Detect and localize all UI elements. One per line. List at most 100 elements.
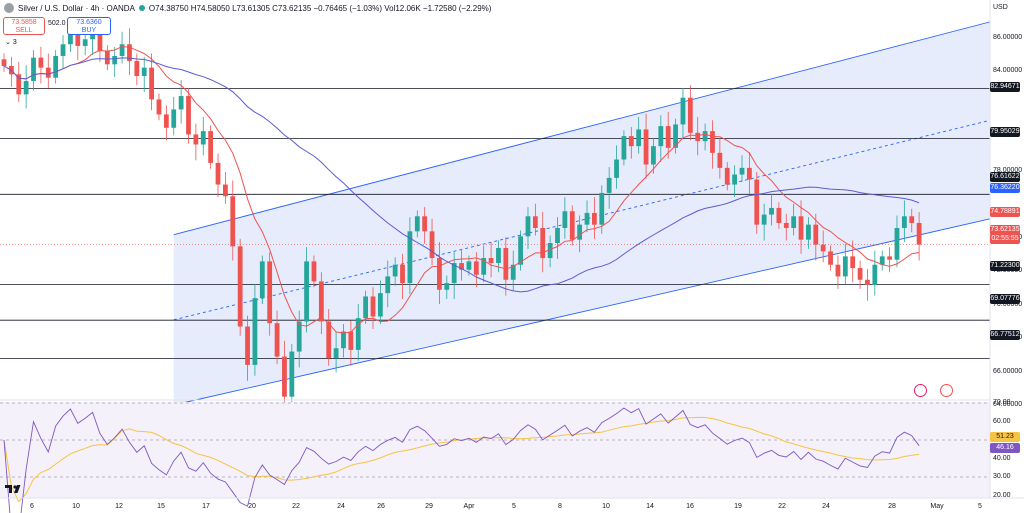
channel-lower-line: [173, 218, 991, 406]
candle-body: [798, 216, 804, 240]
candle-body: [473, 261, 479, 275]
candle-body: [518, 236, 523, 265]
candle-body: [451, 263, 457, 284]
candle-body: [377, 293, 383, 317]
time-tick: 29: [425, 503, 433, 510]
candle-body: [599, 192, 605, 225]
candle-body: [628, 136, 634, 147]
candle-body: [82, 39, 88, 46]
event-icon[interactable]: [914, 384, 927, 397]
candle-body: [643, 129, 649, 165]
candle-body: [680, 97, 686, 125]
candle-body: [658, 126, 664, 147]
candle-body: [16, 74, 22, 95]
candle-body: [178, 96, 184, 110]
candle-body: [1, 59, 7, 66]
candle-body: [577, 224, 583, 240]
indicator-count[interactable]: ⌄ 3: [5, 39, 17, 46]
candle-body: [717, 152, 723, 168]
candle-body: [134, 60, 140, 77]
candle-body: [311, 261, 317, 282]
candle-body: [887, 256, 892, 260]
candle-body: [806, 224, 811, 240]
candle-body: [119, 44, 125, 56]
currency-label[interactable]: USD: [993, 4, 1008, 11]
candle-body: [296, 321, 302, 352]
buy-label: BUY: [81, 27, 97, 34]
candle-body: [245, 326, 250, 365]
time-tick: 10: [602, 503, 610, 510]
sell-button[interactable]: 73.5858 SELL: [3, 17, 45, 35]
candle-body: [503, 248, 509, 280]
candle-body: [651, 146, 656, 165]
candle-body: [835, 264, 841, 277]
candle-body: [267, 261, 273, 324]
market-open-icon: [138, 5, 145, 11]
candle-body: [223, 184, 228, 197]
buy-price: 73.6360: [76, 19, 102, 26]
candle-body: [894, 227, 900, 260]
candle-body: [333, 348, 339, 359]
us-flag-icon[interactable]: [940, 384, 953, 397]
time-tick: 19: [734, 503, 742, 510]
candle-body: [614, 159, 619, 178]
candle-body: [90, 30, 95, 40]
candle-body: [422, 216, 428, 232]
candle-body: [407, 231, 413, 284]
time-tick: 6: [30, 503, 34, 510]
candle-body: [31, 57, 36, 82]
candle-body: [370, 296, 376, 317]
candle-body: [304, 261, 309, 322]
candle-body: [459, 263, 464, 270]
time-tick: 16: [686, 503, 694, 510]
rsi-pane: [0, 402, 990, 498]
candle-body: [783, 222, 789, 228]
candle-body: [481, 258, 487, 275]
buy-button[interactable]: 73.6360 BUY: [67, 17, 111, 35]
candle-body: [732, 174, 738, 185]
last-price-tag: 73.62135: [990, 225, 1020, 235]
level-tag-69: 69.07776: [990, 294, 1020, 304]
candle-body: [828, 251, 833, 265]
channel-fill: [173, 21, 991, 406]
channel-upper-line: [173, 21, 991, 236]
candle-body: [60, 44, 66, 56]
level-tag-71: 71.22300: [990, 261, 1020, 271]
candle-body: [636, 129, 642, 147]
chart-header: Silver / U.S. Dollar · 4h · OANDA O74.38…: [0, 0, 990, 16]
candle-body: [104, 50, 110, 65]
time-tick: 28: [888, 503, 896, 510]
candle-body: [208, 131, 214, 163]
rsi-ma-tag: 51.23: [990, 432, 1020, 442]
candle-body: [163, 114, 169, 128]
moving-averages: [3, 46, 920, 334]
candle-body: [318, 281, 324, 322]
candle-body: [532, 216, 538, 228]
candle-body: [341, 331, 346, 349]
time-tick: 5: [978, 503, 982, 510]
level-tag-79: 79.95029: [990, 127, 1020, 137]
candle-body: [97, 30, 103, 51]
candle-body: [665, 126, 671, 148]
candle-body: [289, 351, 295, 397]
candle-body: [75, 34, 81, 46]
rsi-tag: 46.16: [990, 443, 1020, 453]
time-tick: 5: [512, 503, 516, 510]
candle-body: [38, 57, 44, 68]
candle-body: [193, 134, 199, 145]
price-tick: 64.00000: [993, 401, 1023, 408]
candle-body: [606, 177, 612, 193]
candle-body: [141, 67, 147, 77]
sell-price: 73.5858: [11, 19, 37, 26]
candle-body: [702, 131, 708, 142]
candle-body: [739, 167, 745, 175]
candle-body: [584, 212, 590, 225]
time-tick: 14: [646, 503, 654, 510]
ma-red-tag: 74.78891: [990, 207, 1020, 217]
candle-body: [200, 131, 206, 145]
symbol-title[interactable]: Silver / U.S. Dollar · 4h · OANDA: [18, 3, 135, 13]
rsi-tick: 20.00: [993, 491, 1011, 499]
candle-body: [127, 44, 132, 61]
candle-body: [525, 216, 531, 237]
